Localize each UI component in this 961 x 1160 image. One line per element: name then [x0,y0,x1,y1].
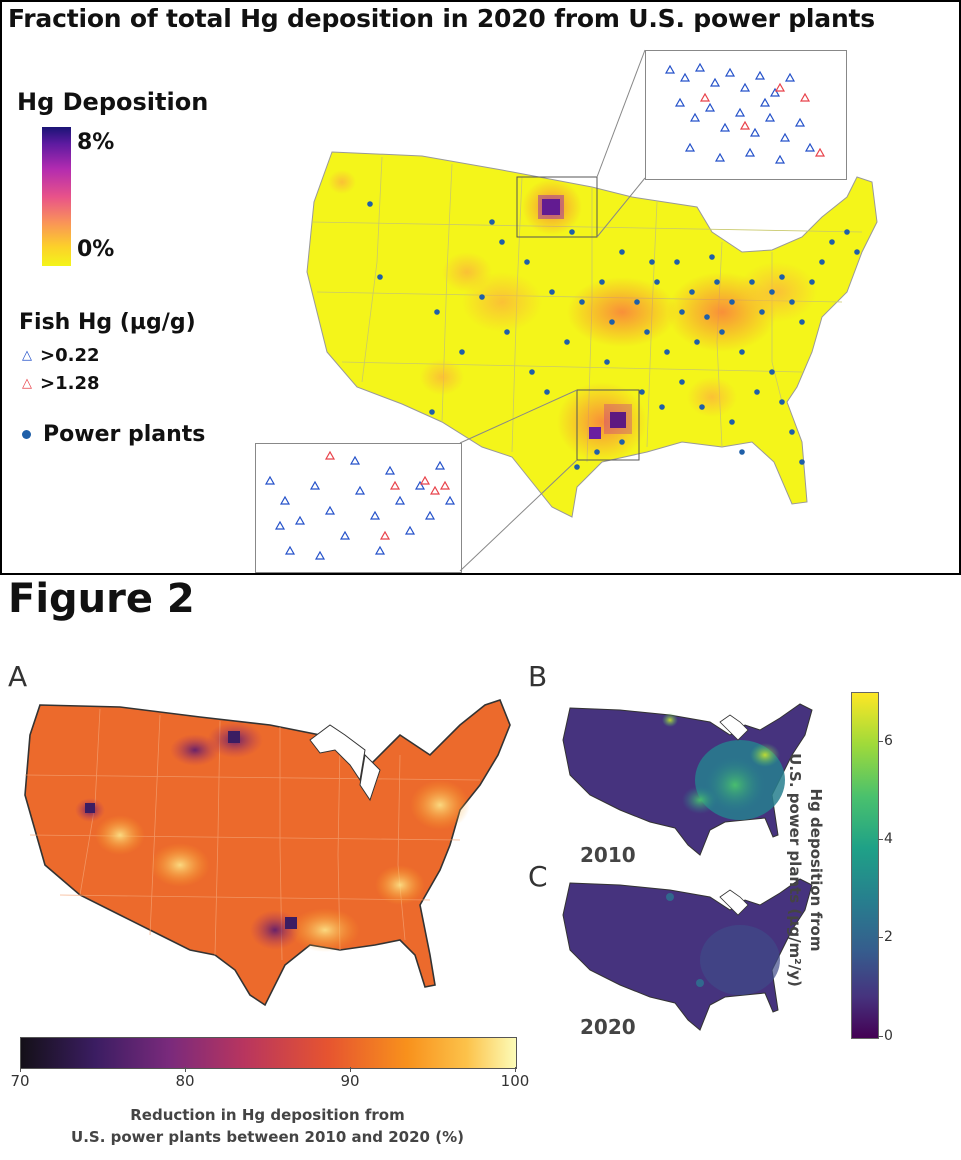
colorbar-a-label: Reduction in Hg deposition from U.S. pow… [20,1104,515,1148]
panel-c-label: C [528,860,548,893]
fish-hg-low-label: >0.22 [40,345,100,366]
deposition-map-2010 [562,703,813,856]
deposition-hotspots [328,170,817,462]
colorbar-bc-label: Hg deposition from U.S. power plants (µg… [784,710,826,1030]
year-label-2020: 2020 [580,1015,636,1039]
great-lakes [719,889,749,916]
state-borders [24,708,481,961]
colorbar-bc-tick: 6 [884,733,893,749]
colorbar-min-label: 0% [77,237,115,262]
deposition-peaks [538,195,632,439]
south-inset-region [576,389,640,461]
colorbar-a-label-line2: U.S. power plants between 2010 and 2020 … [71,1128,464,1146]
panel-b-label: B [528,660,548,693]
great-lakes [309,724,366,782]
colorbar-bc-tick: 4 [884,831,893,847]
reduction-map-2010-2020 [24,699,511,1007]
great-lakes [719,714,749,741]
colorbar-max-label: 8% [77,130,115,155]
fish-hg-legend-title: Fish Hg (µg/g) [19,310,196,335]
colorbar-bc-label-line2: U.S. power plants (µg/m²/y) [786,753,804,987]
power-plant-dots [367,201,860,470]
figure-1-title: Fraction of total Hg deposition in 2020 … [8,4,875,33]
figure-1-panel: Fraction of total Hg deposition in 2020 … [0,0,961,575]
north-inset-region [516,176,598,238]
us-deposition-map [306,151,878,518]
colorbar-a-tick: 90 [340,1072,360,1090]
blue-triangle-icon: △ [22,348,32,363]
inset-connector-lines [459,49,646,572]
colorbar-bc-label-line1: Hg deposition from [807,788,825,952]
power-plant-dot-icon [22,430,31,439]
fish-hg-high-label: >1.28 [40,373,100,394]
reduction-patches [75,722,470,952]
power-plants-label: Power plants [43,422,206,447]
south-fish-hg-inset [255,443,462,573]
north-fish-hg-inset [645,50,847,180]
colorbar-a-tick: 100 [500,1072,530,1090]
colorbar-a-tick: 70 [10,1072,30,1090]
deposition-map-2020 [562,878,813,1031]
deposition-colorbar [851,692,879,1039]
fish-hg-low-legend: △ >0.22 [22,345,100,366]
fish-hg-high-legend: △ >1.28 [22,373,100,394]
colorbar-a-tick: 80 [175,1072,195,1090]
figure-2-title: Figure 2 [8,576,195,622]
year-label-2010: 2010 [580,843,636,867]
hg-deposition-legend-title: Hg Deposition [17,88,209,116]
colorbar-bc-tick: 0 [884,1028,893,1044]
reduction-low-cell [228,731,240,743]
power-plants-legend: Power plants [22,422,205,447]
red-triangle-icon: △ [22,376,32,391]
colorbar-a-label-line1: Reduction in Hg deposition from [130,1106,405,1124]
colorbar-bc-tick: 2 [884,929,893,945]
reduction-colorbar [20,1037,517,1069]
hg-deposition-colorbar [42,127,71,266]
panel-a-label: A [8,660,28,693]
